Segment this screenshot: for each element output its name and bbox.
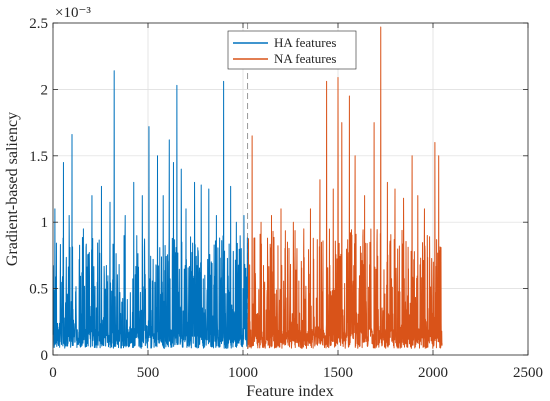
legend: HA features NA features: [227, 30, 357, 70]
axis-ticks: 0 500 1000 1500 2000 2500 0 0.5 1 1.5 2 2.5: [29, 16, 543, 381]
legend-label-na: NA features: [274, 51, 336, 66]
grid-lines: [52, 22, 529, 356]
x-tick-label: 2000: [418, 365, 448, 381]
y-tick-label: 2: [41, 82, 49, 98]
y-axis-title: Gradient-based saliency: [4, 112, 21, 266]
x-tick-label: 500: [137, 365, 160, 381]
y-tick-label: 1.5: [29, 149, 48, 165]
series-layer: [52, 26, 443, 349]
legend-label-ha: HA features: [274, 35, 336, 50]
x-tick-label: 1000: [228, 365, 258, 381]
x-tick-label: 1500: [323, 365, 353, 381]
x-tick-label: 0: [49, 365, 57, 381]
y-tick-label: 1: [41, 215, 49, 231]
series-line-ha: [52, 70, 249, 349]
y-tick-label: 0: [41, 348, 49, 364]
y-exponent-label: ×10⁻³: [55, 5, 91, 21]
plot-frame: [52, 22, 529, 356]
x-tick-label: 2500: [513, 365, 543, 381]
x-axis-title: Feature index: [246, 383, 334, 400]
y-tick-label: 2.5: [29, 16, 48, 32]
series-line-na: [247, 26, 443, 349]
legend-box: [227, 30, 357, 70]
y-tick-label: 0.5: [29, 282, 48, 298]
